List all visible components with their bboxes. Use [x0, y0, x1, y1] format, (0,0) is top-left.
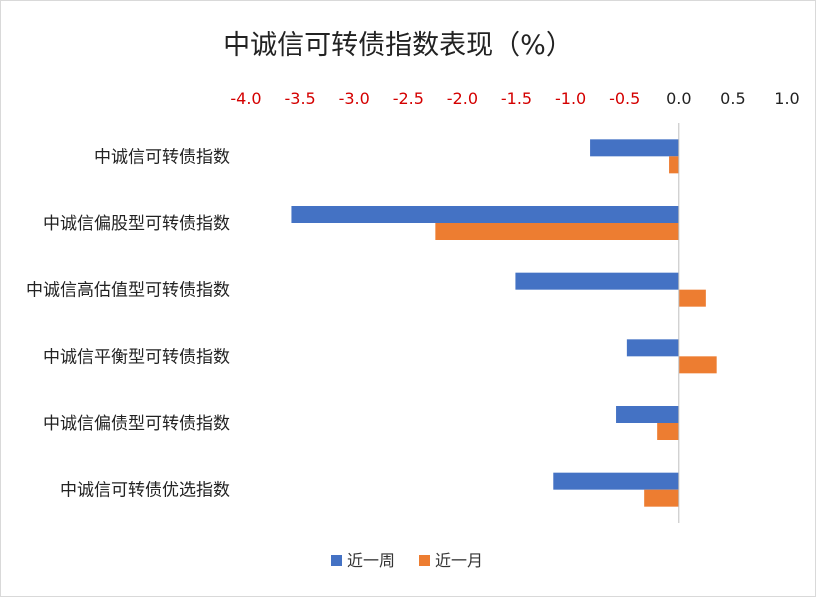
- category-labels: 中诚信可转债指数中诚信偏股型可转债指数中诚信高估值型可转债指数中诚信平衡型可转债…: [26, 147, 230, 500]
- bar-week: [626, 339, 679, 357]
- bar-month: [435, 223, 679, 240]
- x-tick-label: -3.5: [284, 89, 315, 108]
- legend-swatch: [331, 555, 342, 566]
- bar-week: [616, 406, 679, 423]
- bar-month: [669, 156, 679, 174]
- category-label: 中诚信可转债优选指数: [60, 481, 230, 501]
- x-axis-ticks: -4.0 -3.5 -3.0 -2.5 -2.0 -1.5 -1.0 -0.5 0.0 0.5 1.…: [230, 89, 799, 108]
- x-tick-label: -1.5: [501, 89, 532, 108]
- category-label: 中诚信高估值型可转债指数: [26, 281, 230, 301]
- x-tick-label: -2.0: [447, 89, 478, 108]
- legend: 近一周 近一月: [331, 551, 483, 570]
- x-tick-label: -0.5: [609, 89, 640, 108]
- category-label: 中诚信偏债型可转债指数: [43, 414, 230, 434]
- x-tick-label: -4.0: [230, 89, 261, 108]
- legend-label: 近一月: [435, 551, 483, 570]
- x-tick-label: 0.0: [666, 89, 691, 108]
- bar-week: [553, 472, 679, 490]
- bar-month: [678, 356, 717, 374]
- x-tick-label: 0.5: [720, 89, 745, 108]
- x-tick-label: -2.5: [393, 89, 424, 108]
- bar-month: [678, 289, 706, 307]
- bar-week: [515, 272, 679, 290]
- x-tick-label: -3.0: [339, 89, 370, 108]
- bars: [291, 139, 717, 507]
- bar-week: [291, 206, 679, 223]
- chart-title: 中诚信可转债指数表现（%）: [223, 30, 573, 61]
- category-label: 中诚信平衡型可转债指数: [43, 347, 230, 367]
- x-tick-label: -1.0: [555, 89, 586, 108]
- category-label: 中诚信可转债指数: [94, 147, 230, 167]
- bar-week: [590, 139, 679, 157]
- legend-swatch: [419, 555, 430, 566]
- bar-month: [657, 423, 679, 440]
- x-tick-label: 1.0: [774, 89, 799, 108]
- category-label: 中诚信偏股型可转债指数: [43, 214, 230, 234]
- legend-label: 近一周: [347, 551, 395, 570]
- bar-month: [644, 489, 679, 507]
